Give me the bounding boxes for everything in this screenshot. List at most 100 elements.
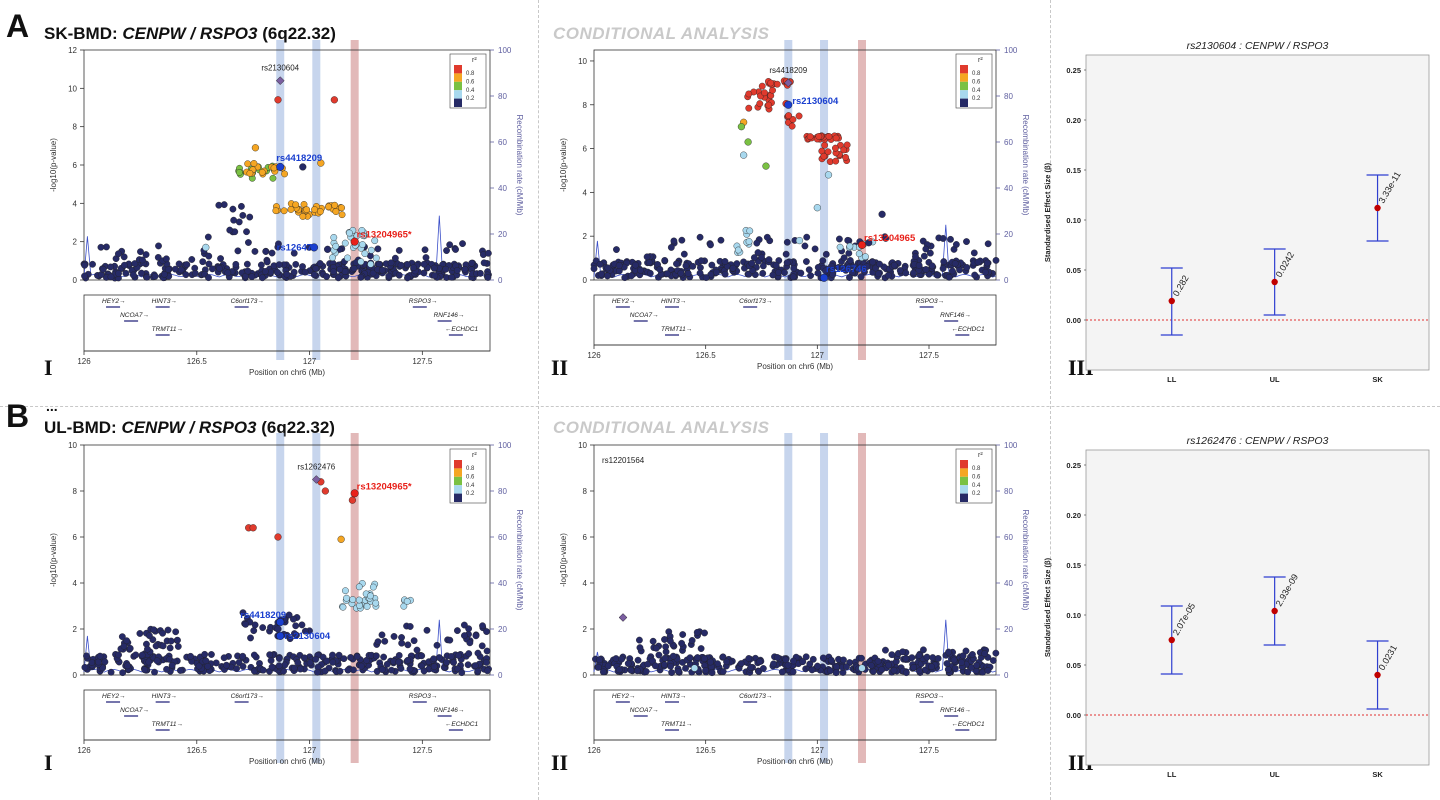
snp-point — [682, 262, 690, 270]
snp-point — [390, 633, 398, 640]
snp-point — [374, 245, 382, 253]
snp-point — [443, 658, 450, 666]
snp-point — [802, 653, 810, 661]
gene-label: HEY2→ — [612, 693, 635, 700]
snp-point — [359, 241, 366, 249]
gene-label: RSPO3→ — [916, 298, 945, 305]
gene-label: HINT3→ — [152, 693, 177, 700]
snp-point — [81, 663, 89, 671]
snp-point — [734, 246, 742, 254]
snp-point — [398, 639, 406, 647]
snp-point — [878, 666, 886, 674]
snp-point — [159, 629, 167, 637]
snp-point — [123, 637, 131, 645]
r2-legend-title: r² — [472, 57, 477, 64]
y-axis-label: -log10(p-value) — [559, 533, 568, 587]
snp-point — [330, 268, 337, 276]
panel-divider-right — [1050, 0, 1051, 800]
snp-point — [115, 651, 122, 659]
snp-point — [442, 265, 450, 273]
snp-point — [344, 666, 352, 674]
snp-point — [621, 274, 629, 282]
effect-point — [1168, 297, 1175, 305]
snp-point — [258, 274, 266, 282]
highlight-band — [858, 40, 866, 360]
gene-label: TRMT11→ — [661, 721, 692, 728]
snp-point — [404, 274, 411, 282]
snp-point — [708, 261, 716, 269]
y-tick-label: 4 — [73, 579, 78, 588]
snp-point — [857, 273, 865, 281]
snp-point — [120, 642, 128, 650]
snp-point — [949, 267, 956, 275]
snp-point — [332, 242, 340, 250]
y2-tick-label: 80 — [498, 487, 507, 496]
snp-point — [89, 260, 96, 268]
snp-point — [826, 667, 834, 675]
r2-legend-swatch — [454, 485, 462, 494]
lead-snp-marker — [783, 78, 793, 88]
snp-point — [347, 654, 355, 661]
snp-point — [684, 270, 692, 277]
snp-point — [769, 271, 777, 279]
snp-point — [744, 138, 752, 146]
x-tick-label: 127.5 — [919, 351, 940, 360]
tagged-snp-label: rs12647 — [277, 242, 312, 253]
snp-point — [285, 611, 293, 619]
snp-point — [329, 651, 336, 659]
tagged-snp-marker — [276, 631, 285, 640]
snp-point — [453, 627, 461, 635]
snp-point — [910, 663, 918, 671]
r2-legend-label: 0.6 — [466, 474, 475, 480]
snp-point — [663, 270, 671, 278]
snp-point — [269, 174, 277, 182]
forest-a-iii: rs2130604 : CENPW / RSPO3 0.00 0.05 0.10 0.1… — [1043, 40, 1430, 384]
snp-point — [367, 592, 374, 600]
snp-point — [471, 662, 479, 670]
y-tick-label: 6 — [583, 533, 588, 542]
y2-tick-label: 0 — [1004, 671, 1009, 680]
snp-point — [235, 169, 243, 176]
forest-y-tick-label: 0.00 — [1066, 316, 1081, 325]
snp-point — [223, 661, 230, 669]
snp-point — [474, 649, 482, 657]
snp-point — [153, 657, 161, 665]
r2-legend-label: 0.2 — [972, 96, 981, 102]
snp-point — [637, 266, 644, 274]
snp-point — [840, 146, 848, 154]
snp-point — [324, 245, 332, 253]
forest-y-tick-label: 0.10 — [1066, 611, 1081, 620]
forest-y-tick-label: 0.20 — [1066, 511, 1081, 520]
snp-point — [234, 247, 242, 255]
lead-snp-label: rs12201564 — [602, 456, 645, 465]
forest-y-tick-label: 0.15 — [1066, 561, 1081, 570]
snp-point — [858, 664, 866, 672]
highlight-band — [276, 433, 285, 763]
snp-point — [420, 260, 428, 268]
y2-tick-label: 80 — [498, 92, 507, 101]
snp-point — [951, 665, 959, 672]
snp-point — [484, 274, 492, 281]
snp-point — [719, 668, 727, 675]
snp-point — [633, 667, 641, 675]
x-tick-label: 126 — [77, 746, 91, 755]
snp-point — [982, 268, 989, 276]
snp-point — [259, 624, 267, 631]
snp-point — [329, 254, 336, 262]
snp-point — [272, 207, 280, 215]
snp-point — [713, 268, 720, 276]
y-tick-label: 10 — [68, 441, 77, 450]
snp-point — [756, 658, 764, 666]
snp-point — [313, 668, 321, 676]
gene-label: RSPO3→ — [409, 693, 438, 700]
snp-point — [243, 228, 250, 236]
gene-label: RNF146→ — [434, 312, 465, 319]
effect-point — [1271, 278, 1278, 286]
snp-point — [107, 263, 114, 271]
snp-point — [280, 207, 288, 215]
r2-legend-title: r² — [978, 57, 983, 64]
snp-point — [773, 654, 781, 661]
snp-point — [246, 213, 254, 221]
snp-point — [745, 238, 753, 245]
